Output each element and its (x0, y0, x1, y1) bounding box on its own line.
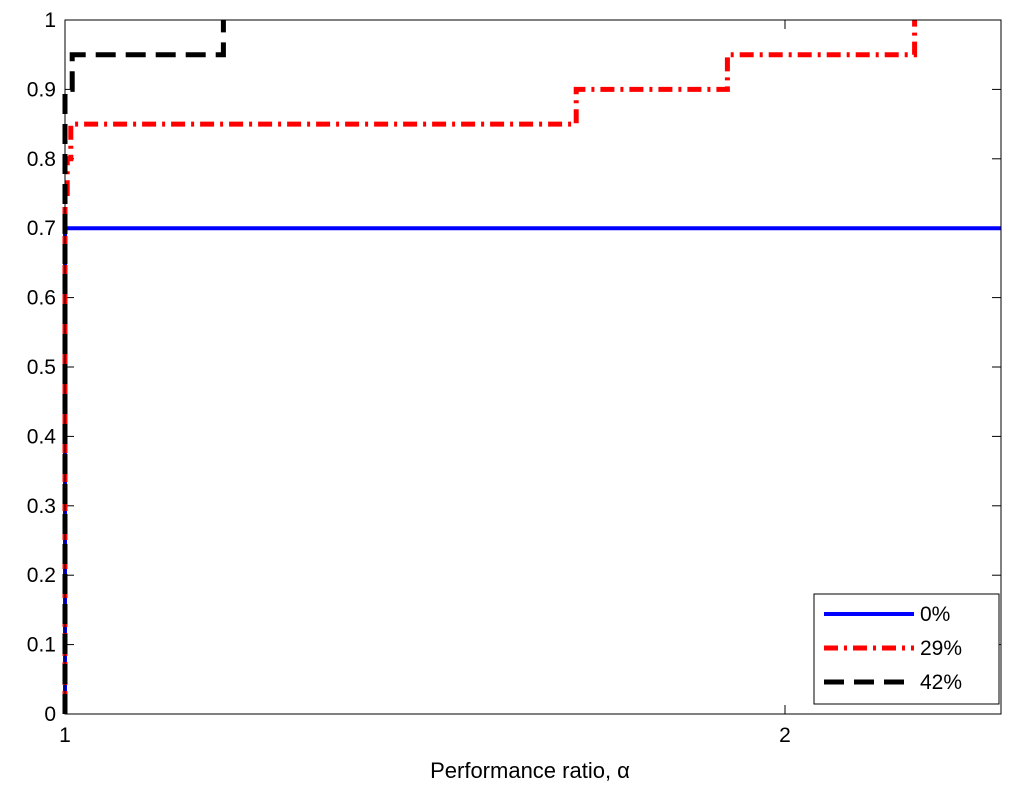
axis-tick-labels: 0 0.1 0.2 0.3 0.4 0.5 0.6 0.7 0.8 0.9 1 1 2 (27, 9, 791, 747)
y-tick-label: 0 (44, 703, 56, 726)
legend-box (813, 593, 1000, 705)
x-tick-label: 2 (779, 724, 791, 747)
y-tick-label: 1 (44, 9, 56, 32)
y-tick-label: 0.5 (27, 356, 56, 379)
legend-label-2: 42% (920, 671, 962, 694)
y-tick-label: 0.8 (27, 148, 56, 171)
plot-frame (64, 19, 1002, 715)
x-tick-label: 1 (59, 724, 71, 747)
y-tick-label: 0.2 (27, 564, 56, 587)
y-tick-label: 0.4 (27, 425, 57, 448)
legend: 0% 29% 42% (813, 593, 1000, 705)
y-tick-label: 0.3 (27, 495, 56, 518)
legend-label-1: 29% (920, 637, 962, 660)
y-tick-label: 0.6 (27, 287, 56, 310)
y-tick-label: 0.1 (27, 634, 56, 657)
y-tick-label: 0.7 (27, 217, 56, 240)
x-axis-label: Performance ratio, α (430, 758, 630, 783)
y-tick-label: 0.9 (27, 78, 56, 101)
legend-label-0: 0% (920, 603, 950, 626)
